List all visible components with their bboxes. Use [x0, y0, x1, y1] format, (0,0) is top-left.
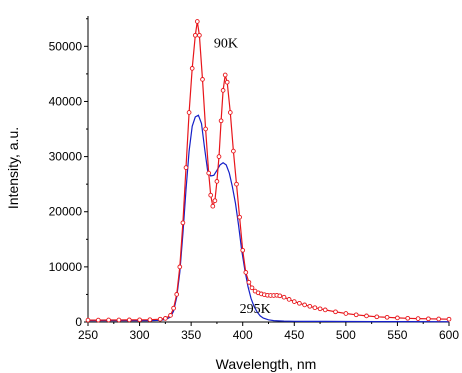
data-point: [206, 170, 212, 176]
y-axis: 0 10000 20000 30000 40000 50000: [49, 18, 88, 329]
data-point: [210, 203, 216, 209]
annotations: 90K 295K: [214, 36, 271, 317]
data-point: [177, 264, 183, 270]
data-point: [197, 32, 202, 38]
data-point: [200, 77, 205, 82]
data-point: [343, 311, 349, 316]
data-point: [85, 317, 91, 323]
y-tick-label: 30000: [49, 150, 83, 164]
data-point: [395, 315, 400, 321]
data-point: [183, 165, 189, 170]
data-point: [218, 118, 224, 124]
data-point: [171, 305, 176, 311]
plot-frame: [87, 16, 449, 323]
data-point: [227, 110, 233, 115]
data-point: [291, 299, 297, 304]
data-point: [192, 32, 198, 38]
x-tick-label: 300: [130, 328, 150, 342]
data-point: [234, 181, 239, 187]
series-annotation: 295K: [240, 302, 271, 317]
series-layer: [85, 19, 452, 323]
data-point: [243, 270, 249, 275]
data-point: [246, 279, 252, 285]
x-tick-label: 600: [439, 328, 459, 342]
data-point: [224, 79, 230, 85]
series-line: [88, 114, 450, 323]
series-annotation: 90K: [214, 36, 238, 51]
data-point: [231, 148, 236, 154]
data-point: [281, 294, 287, 300]
y-tick-label: 20000: [49, 205, 83, 219]
data-point: [364, 313, 369, 319]
data-point: [384, 314, 390, 320]
data-point: [147, 317, 153, 323]
data-point: [189, 66, 195, 71]
x-tick-label: 500: [336, 328, 356, 342]
data-point: [436, 316, 442, 322]
data-point: [240, 247, 246, 253]
data-point: [312, 305, 318, 311]
data-point: [220, 88, 226, 93]
data-point: [212, 198, 218, 204]
data-point: [446, 316, 452, 322]
data-point: [95, 317, 101, 323]
y-tick-label: 0: [75, 315, 82, 329]
x-tick-label: 550: [387, 328, 407, 342]
x-axis-title: Wavelength, nm: [216, 356, 317, 372]
data-point: [137, 317, 142, 323]
data-point: [157, 316, 163, 322]
x-tick-label: 350: [181, 328, 201, 342]
x-tick-label: 450: [284, 328, 304, 342]
data-point: [180, 220, 186, 226]
data-point: [405, 315, 411, 321]
y-tick-label: 10000: [49, 260, 83, 274]
data-point: [317, 306, 323, 312]
y-tick-label: 50000: [49, 39, 83, 53]
data-point: [126, 317, 132, 323]
data-point: [302, 302, 307, 308]
data-point: [168, 313, 173, 318]
data-point: [297, 300, 302, 306]
data-point: [186, 110, 192, 115]
x-tick-label: 250: [78, 328, 98, 342]
data-point: [426, 316, 431, 322]
data-point: [174, 292, 180, 297]
data-point: [222, 72, 228, 78]
data-point: [237, 214, 242, 220]
data-point: [194, 19, 200, 24]
data-point: [277, 293, 283, 299]
x-axis: 250 300 350 400 450 500 550 600: [78, 322, 459, 342]
y-axis-title: Intensity, a.u.: [5, 127, 21, 209]
data-point: [415, 316, 421, 321]
data-point: [286, 297, 292, 302]
x-tick-label: 400: [233, 328, 253, 342]
data-point: [106, 317, 111, 323]
data-point: [333, 309, 338, 315]
series-line: [88, 21, 450, 321]
y-tick-label: 40000: [49, 94, 83, 108]
data-point: [163, 316, 168, 321]
data-point: [216, 154, 222, 159]
data-point: [214, 179, 220, 184]
data-point: [307, 303, 313, 309]
data-point: [353, 312, 359, 318]
data-point: [203, 126, 208, 132]
data-point: [374, 314, 380, 320]
data-point: [116, 317, 122, 323]
data-point: [208, 192, 214, 198]
data-point: [322, 307, 328, 313]
data-point: [249, 285, 255, 291]
